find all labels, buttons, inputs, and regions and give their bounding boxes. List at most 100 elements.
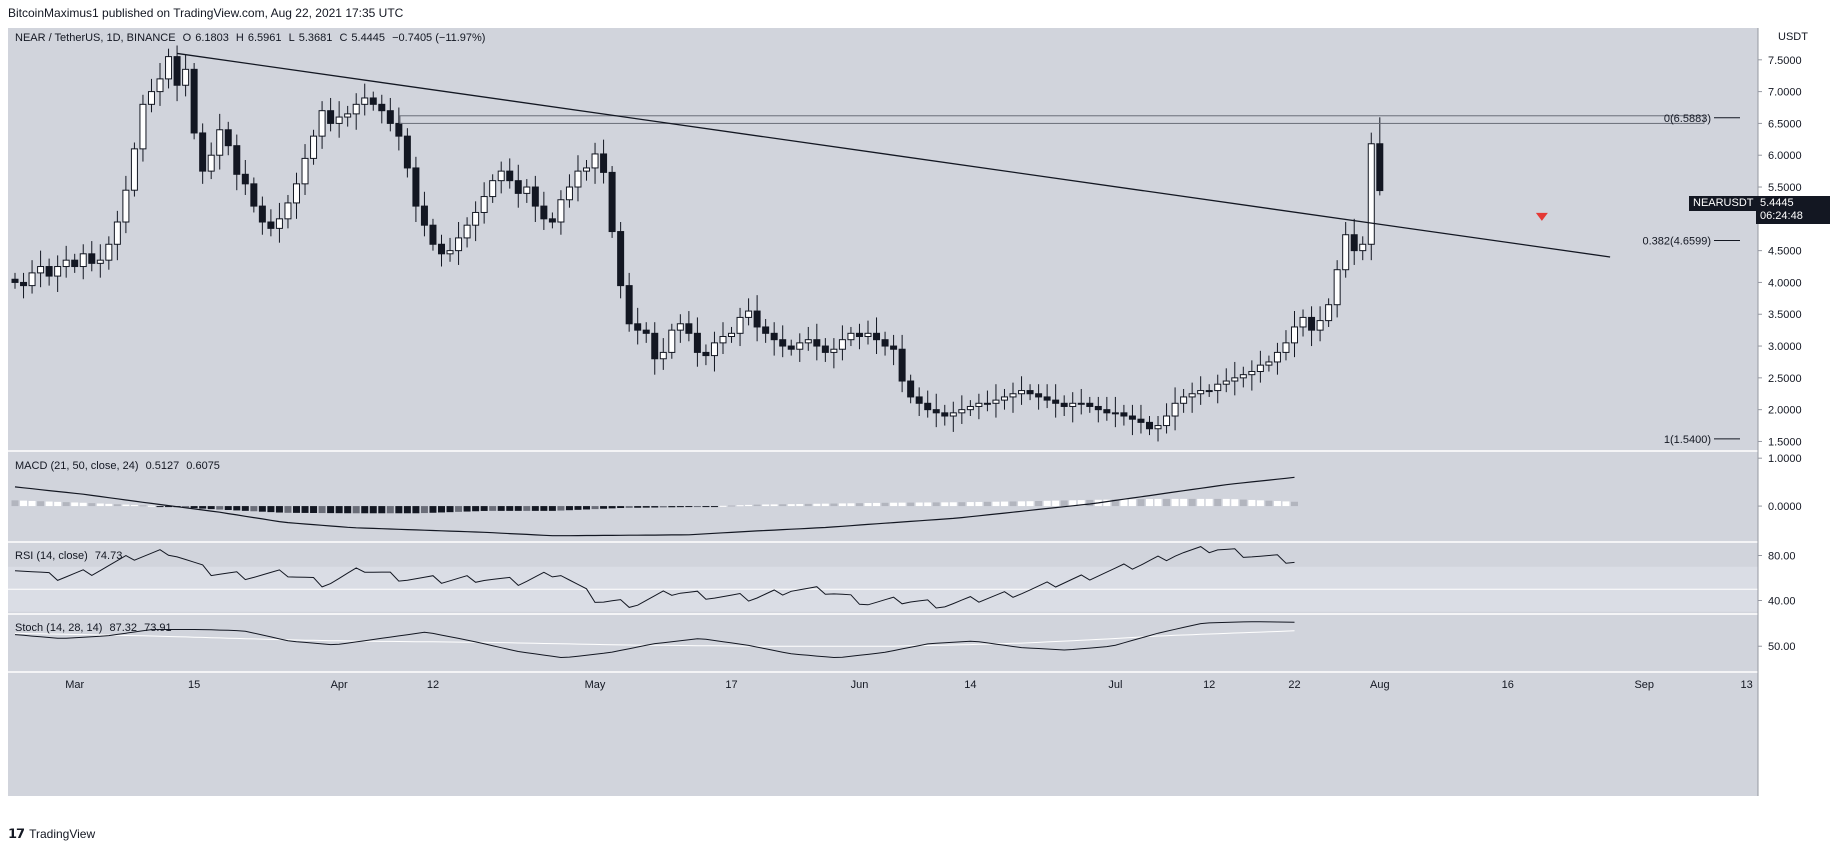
candle-body — [463, 224, 471, 239]
macd-histogram-bar — [378, 506, 386, 514]
candle-body — [975, 402, 983, 407]
macd-pane[interactable] — [11, 476, 1299, 537]
candle — [514, 164, 522, 208]
currency-text: USDT — [1778, 31, 1808, 43]
candle — [634, 307, 642, 345]
candle — [395, 107, 403, 151]
macd-histogram-bar — [20, 500, 28, 507]
candle-body — [1163, 415, 1171, 427]
candle-body — [190, 68, 198, 134]
macd-histogram-bar — [71, 502, 79, 507]
time-tick-label: Jul — [1108, 679, 1122, 691]
candle-body — [983, 402, 991, 405]
candle — [173, 45, 181, 102]
candle — [45, 258, 53, 286]
candle — [96, 244, 104, 278]
candle — [600, 139, 608, 184]
candle — [736, 307, 744, 347]
price-pane[interactable]: 0(6.5883) 0.382(4.6599) 1(1.5400) — [11, 45, 1740, 446]
candle — [1077, 388, 1085, 415]
macd-histogram-bar — [361, 506, 369, 514]
candle-body — [216, 129, 224, 156]
candle — [1069, 392, 1077, 423]
macd-histogram-bar — [130, 504, 138, 507]
time-axis[interactable]: Mar 15 Apr 12 May 17 Jun 14 Jul 12 22 Aug 16 Sep 13 — [65, 679, 1752, 691]
price-tick-label: 7.0000 — [1768, 87, 1802, 99]
candle — [958, 395, 966, 424]
candle — [915, 387, 923, 417]
candle-body — [779, 339, 787, 347]
candle-body — [1325, 304, 1333, 322]
rsi-legend: RSI (14, close) 74.73 — [15, 550, 126, 562]
macd-histogram-bar — [557, 506, 565, 511]
macd-histogram-bar — [617, 506, 625, 509]
candle-body — [1120, 412, 1128, 417]
candle — [1205, 384, 1213, 397]
macd-histogram-bar — [685, 506, 693, 508]
candle — [932, 393, 940, 428]
macd-histogram-bar — [318, 506, 326, 514]
rsi-tick-label: 80.00 — [1768, 551, 1796, 563]
macd-histogram-bar — [1154, 498, 1162, 507]
candle — [472, 201, 480, 242]
macd-histogram-bar — [830, 503, 838, 507]
candle — [796, 333, 804, 362]
candle — [318, 101, 326, 149]
candle — [804, 326, 812, 351]
macd-histogram-bar — [1248, 499, 1256, 507]
badge-symbol: NEARUSDT — [1693, 197, 1754, 209]
candle — [762, 319, 770, 343]
candle — [557, 190, 565, 235]
candle — [1248, 360, 1256, 391]
macd-histogram-bar — [199, 506, 207, 509]
candle-body — [1154, 425, 1162, 430]
candle — [420, 191, 428, 237]
candle — [676, 314, 684, 343]
macd-histogram-bar — [736, 505, 744, 507]
macd-histogram-bar — [1120, 499, 1128, 507]
candle-body — [122, 189, 130, 223]
candle — [62, 245, 70, 278]
chart-area[interactable]: 0(6.5883) 0.382(4.6599) 1(1.5400) Mar 15 Apr… — [0, 24, 1834, 824]
stoch-pane[interactable] — [14, 621, 1295, 659]
stoch-value-1: 87.32 — [109, 622, 138, 634]
candle-body — [1248, 370, 1256, 376]
candle-body — [813, 339, 821, 347]
macd-histogram-bar — [113, 504, 121, 507]
macd-histogram-bar — [787, 504, 795, 507]
macd-histogram-bar — [702, 506, 710, 508]
candle-body — [173, 56, 181, 86]
chart-canvas[interactable]: 0(6.5883) 0.382(4.6599) 1(1.5400) Mar 15 Apr… — [0, 24, 1834, 824]
time-tick-label: 17 — [725, 679, 737, 691]
candle — [429, 218, 437, 251]
macd-histogram-bar — [105, 503, 113, 507]
candle — [122, 175, 130, 234]
candle — [1299, 309, 1307, 337]
candle-body — [787, 345, 795, 350]
candle — [659, 338, 667, 370]
candle — [1197, 376, 1205, 405]
candle — [497, 161, 505, 194]
candle — [1009, 382, 1017, 413]
macd-histogram-bar — [156, 506, 164, 508]
candle — [881, 331, 889, 356]
candle-body — [1342, 234, 1350, 271]
candle-body — [898, 348, 906, 382]
candle-body — [864, 332, 872, 338]
stoch-d-line — [14, 630, 1295, 647]
candle-body — [907, 380, 915, 398]
candle-body — [438, 243, 445, 255]
resistance-zone — [399, 115, 1705, 124]
candle-body — [625, 285, 633, 325]
descending-trendline — [176, 52, 1611, 258]
candle-body — [591, 153, 599, 169]
macd-histogram-bar — [207, 506, 215, 510]
macd-histogram-bar — [1265, 500, 1273, 507]
macd-histogram-bar — [821, 503, 829, 507]
candle-body — [224, 129, 232, 147]
candle — [830, 338, 838, 369]
macd-histogram-bar — [369, 506, 377, 514]
stoch-legend: Stoch (14, 28, 14) 87.32 73.91 — [15, 622, 176, 634]
candle-body — [966, 405, 974, 411]
rsi-pane[interactable] — [8, 546, 1758, 612]
